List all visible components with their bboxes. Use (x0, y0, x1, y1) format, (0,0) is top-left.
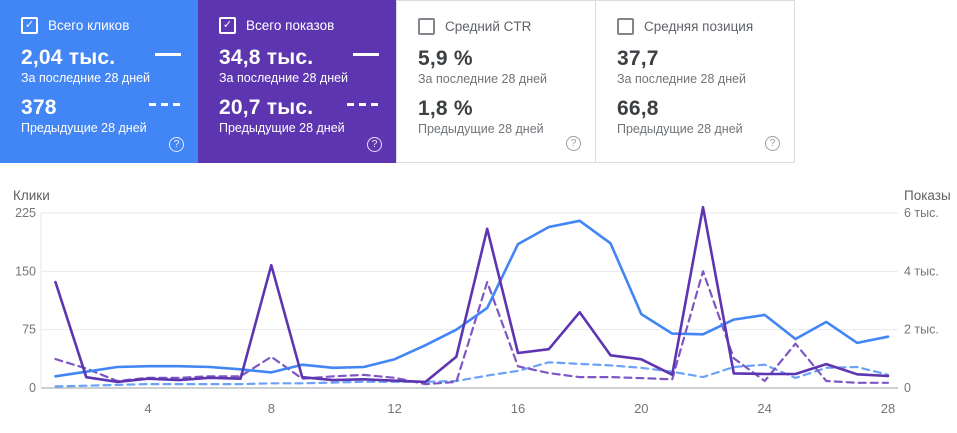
current-period-caption: За последние 28 дней (219, 71, 349, 85)
previous-period-value: 20,7 тыс. (219, 96, 314, 119)
current-period-value: 5,9 % (418, 47, 473, 70)
card-title: Всего показов (246, 18, 335, 33)
current-period-line-swatch-icon (353, 53, 379, 56)
x-axis-tick-label: 16 (511, 401, 525, 416)
x-axis-tick-label: 28 (881, 401, 895, 416)
y-axis-left-tick-label: 75 (22, 323, 36, 337)
previous-period-line-swatch-icon (149, 103, 181, 106)
x-axis-tick-label: 8 (268, 401, 275, 416)
card-header: Средний CTR (418, 18, 583, 35)
performance-line-chart: 0 0 75 2 тыс. 150 4 тыс. 225 6 тыс. 4 8 12 16 20 24 28… (13, 188, 951, 416)
y-axis-left-tick-label: 0 (29, 381, 36, 395)
current-period-value: 34,8 тыс. (219, 46, 314, 69)
card-header: ✓ Всего показов (219, 17, 384, 34)
card-header: Средняя позиция (617, 18, 782, 35)
current-period-caption: За последние 28 дней (617, 72, 747, 86)
chart-series-line (54, 219, 890, 378)
help-icon[interactable]: ? (367, 137, 382, 152)
previous-period-value: 378 (21, 96, 57, 119)
metric-card-total-clicks[interactable]: ✓ Всего кликов 2,04 тыс. За последние 28… (0, 0, 198, 163)
checkbox-total-clicks[interactable]: ✓ (21, 17, 38, 34)
help-icon[interactable]: ? (566, 136, 581, 151)
current-period-value: 2,04 тыс. (21, 46, 116, 69)
checkbox-total-impressions[interactable]: ✓ (219, 17, 236, 34)
y-axis-right-tick-label: 2 тыс. (904, 323, 939, 337)
card-title: Всего кликов (48, 18, 130, 33)
card-title: Средняя позиция (644, 19, 754, 34)
help-icon[interactable]: ? (169, 137, 184, 152)
previous-period-caption: Предыдущие 28 дней (21, 121, 147, 135)
metric-card-average-position[interactable]: Средняя позиция 37,7 За последние 28 дне… (596, 0, 795, 163)
metric-card-average-ctr[interactable]: Средний CTR 5,9 % За последние 28 дней 1… (396, 0, 596, 163)
right-axis-title: Показы (904, 188, 951, 203)
checkbox-average-position[interactable] (617, 18, 634, 35)
previous-period-caption: Предыдущие 28 дней (418, 122, 544, 136)
metric-card-total-impressions[interactable]: ✓ Всего показов 34,8 тыс. За последние 2… (198, 0, 396, 163)
x-axis-tick-label: 20 (634, 401, 648, 416)
performance-chart: 0 0 75 2 тыс. 150 4 тыс. 225 6 тыс. 4 8 12 16 20 24 28… (0, 163, 957, 433)
chart-series-line (54, 205, 890, 384)
x-axis-tick-label: 4 (144, 401, 151, 416)
left-axis-title: Клики (13, 188, 50, 203)
checkbox-average-ctr[interactable] (418, 18, 435, 35)
previous-period-caption: Предыдущие 28 дней (617, 122, 743, 136)
previous-period-value: 1,8 % (418, 97, 473, 120)
card-title: Средний CTR (445, 19, 532, 34)
y-axis-right-tick-label: 0 (904, 381, 911, 395)
current-period-value: 37,7 (617, 47, 659, 70)
card-header: ✓ Всего кликов (21, 17, 186, 34)
current-period-line-swatch-icon (155, 53, 181, 56)
previous-period-caption: Предыдущие 28 дней (219, 121, 345, 135)
y-axis-left-tick-label: 225 (15, 206, 36, 220)
x-axis-tick-label: 24 (757, 401, 771, 416)
previous-period-value: 66,8 (617, 97, 659, 120)
previous-period-line-swatch-icon (347, 103, 379, 106)
help-icon[interactable]: ? (765, 136, 780, 151)
y-axis-right-tick-label: 6 тыс. (904, 206, 939, 220)
y-axis-right-tick-label: 4 тыс. (904, 264, 939, 278)
y-axis-left-tick-label: 150 (15, 264, 36, 278)
x-axis-tick-label: 12 (387, 401, 401, 416)
chart-series-line (54, 361, 890, 388)
current-period-caption: За последние 28 дней (21, 71, 151, 85)
current-period-caption: За последние 28 дней (418, 72, 548, 86)
metric-cards-row: ✓ Всего кликов 2,04 тыс. За последние 28… (0, 0, 795, 163)
chart-series-line (54, 270, 890, 386)
